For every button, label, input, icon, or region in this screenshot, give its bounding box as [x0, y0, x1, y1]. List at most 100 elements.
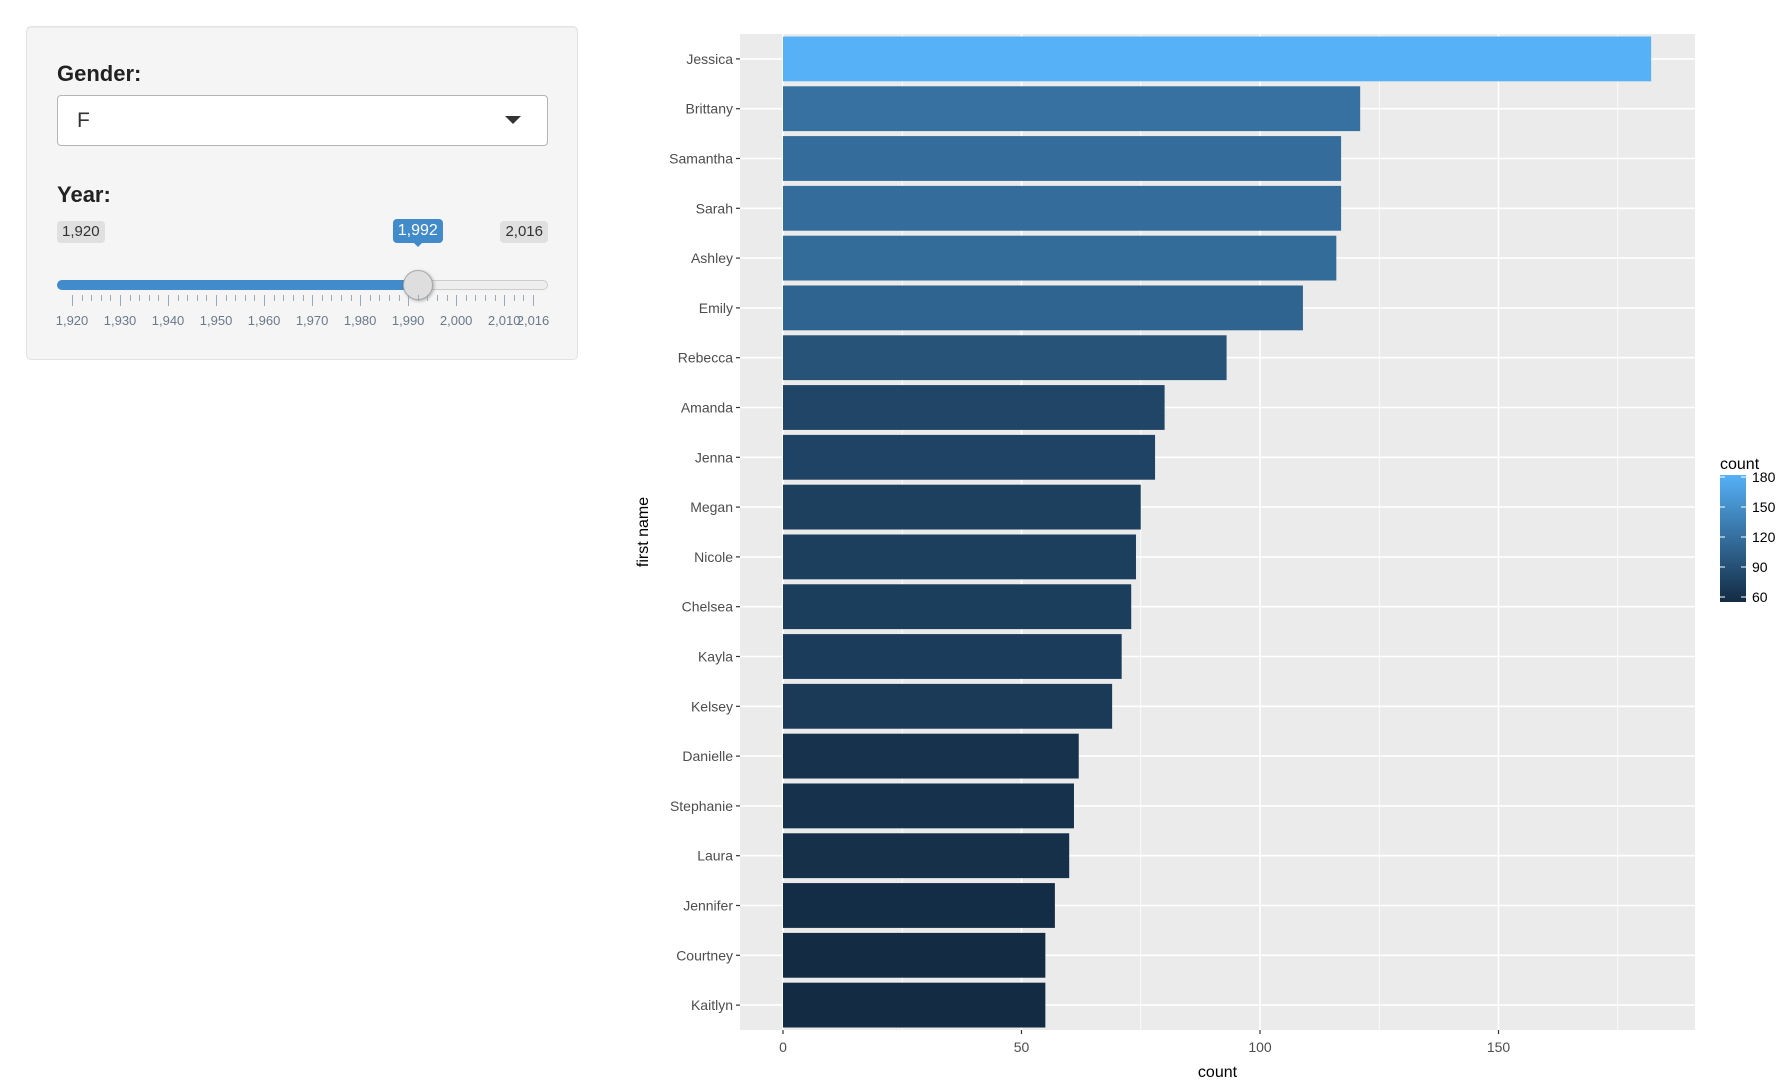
legend-colorbar — [1720, 475, 1746, 602]
y-axis: Jessica Brittany Samantha Sarah Ashley Emily R… — [669, 51, 740, 1013]
slider-tick — [158, 295, 160, 301]
slider-tick — [196, 295, 198, 301]
slider-tick — [235, 295, 237, 301]
slider-tick — [312, 295, 314, 306]
legend-tick-label: 180 — [1752, 469, 1776, 485]
slider-tick — [302, 295, 304, 301]
slider-tick-label: 1,990 — [391, 313, 425, 328]
slider-tick — [456, 295, 458, 306]
slider-tick-label: 1,930 — [103, 313, 137, 328]
slider-tick — [408, 295, 410, 306]
slider-tick — [225, 295, 227, 301]
bar-kaitlyn — [783, 982, 1046, 1028]
y-tick-label: Laura — [697, 848, 733, 864]
year-label: Year: — [57, 182, 111, 207]
slider-tick — [379, 295, 381, 301]
slider-tick — [465, 295, 467, 301]
bar-jenna — [783, 434, 1156, 480]
slider-max-badge: 2,016 — [500, 221, 548, 243]
slider-tick — [494, 295, 496, 301]
slider-fill — [57, 280, 418, 290]
gender-select[interactable]: F — [57, 95, 548, 146]
slider-tick — [273, 295, 275, 301]
bar-courtney — [783, 932, 1046, 978]
y-tick-label: Nicole — [694, 549, 733, 565]
slider-value-badge: 1,992 — [392, 219, 443, 247]
x-axis: 0 50 100 150 — [779, 1030, 1510, 1055]
slider-tick — [91, 295, 93, 301]
y-tick-label: Emily — [699, 300, 733, 316]
y-tick-label: Megan — [690, 499, 733, 515]
slider-tick — [360, 295, 362, 306]
bar-ashley — [783, 235, 1337, 281]
y-tick-label: Samantha — [669, 151, 733, 167]
slider-tick — [331, 295, 333, 301]
slider-tick — [398, 295, 400, 301]
bar-danielle — [783, 733, 1079, 779]
slider-tick — [417, 295, 419, 301]
y-tick-label: Courtney — [676, 947, 733, 963]
bar-chelsea — [783, 584, 1132, 630]
x-tick-label: 0 — [779, 1039, 787, 1055]
bar-emily — [783, 285, 1303, 331]
x-tick-label: 50 — [1014, 1039, 1030, 1055]
slider-tick — [504, 295, 506, 306]
slider-tick — [72, 295, 73, 306]
slider-tick — [523, 295, 525, 301]
slider-tick — [292, 295, 294, 301]
bar-kelsey — [783, 683, 1113, 729]
y-tick-label: Jenna — [695, 449, 733, 465]
y-tick-label: Stephanie — [670, 798, 733, 814]
slider-tick — [533, 295, 534, 306]
slider-tick — [264, 295, 266, 306]
slider-tick-label: 2,016 — [516, 313, 550, 328]
gender-select-value: F — [77, 109, 90, 132]
slider-tick — [350, 295, 352, 301]
slider-tick-label: 1,970 — [295, 313, 329, 328]
slider-tick — [254, 295, 256, 301]
slider-tick — [475, 295, 477, 301]
bar-sarah — [783, 185, 1342, 231]
slider-tick-label: 1,960 — [247, 313, 281, 328]
slider-tick — [100, 295, 102, 301]
y-tick-label: Danielle — [682, 748, 733, 764]
y-axis-title: first name — [635, 497, 652, 567]
slider-tick — [321, 295, 323, 301]
y-tick-label: Amanda — [681, 400, 733, 416]
bar-brittany — [783, 86, 1361, 132]
slider-tick — [216, 295, 218, 306]
bar-samantha — [783, 136, 1342, 181]
slider-tick — [340, 295, 342, 301]
y-tick-label: Brittany — [686, 101, 733, 117]
slider-tick — [187, 295, 189, 301]
y-tick-label: Ashley — [691, 250, 733, 266]
bar-laura — [783, 833, 1070, 879]
slider-tick — [446, 295, 448, 301]
bar-rebecca — [783, 335, 1227, 381]
slider-tick-label: 1,980 — [343, 313, 377, 328]
y-tick-label: Jessica — [686, 51, 733, 67]
bar-amanda — [783, 385, 1165, 430]
slider-tick — [110, 295, 112, 301]
bar-stephanie — [783, 783, 1074, 829]
legend-title: count — [1720, 456, 1760, 473]
year-slider[interactable]: 1,920 2,016 1,992 1,920 1,930 1,940 1,950 1,… — [56, 215, 550, 328]
bar-jessica — [783, 36, 1652, 82]
y-tick-label: Kelsey — [691, 698, 733, 714]
bar-nicole — [783, 534, 1136, 580]
x-axis-title: count — [1198, 1064, 1238, 1080]
x-tick-label: 150 — [1487, 1039, 1511, 1055]
slider-tick — [388, 295, 390, 301]
y-tick-label: Rebecca — [678, 350, 733, 366]
slider-tick — [513, 295, 515, 301]
y-tick-label: Sarah — [696, 200, 733, 216]
plot-background — [740, 34, 1695, 1030]
slider-tick-label: 2,000 — [439, 313, 473, 328]
slider-tick — [81, 295, 83, 301]
slider-tick — [206, 295, 208, 301]
y-tick-label: Chelsea — [682, 599, 734, 615]
slider-tick-label: 2,010 — [487, 313, 521, 328]
sidebar-panel: Gender: F Year: 1,920 2,016 1,992 1,920 1… — [26, 26, 578, 360]
